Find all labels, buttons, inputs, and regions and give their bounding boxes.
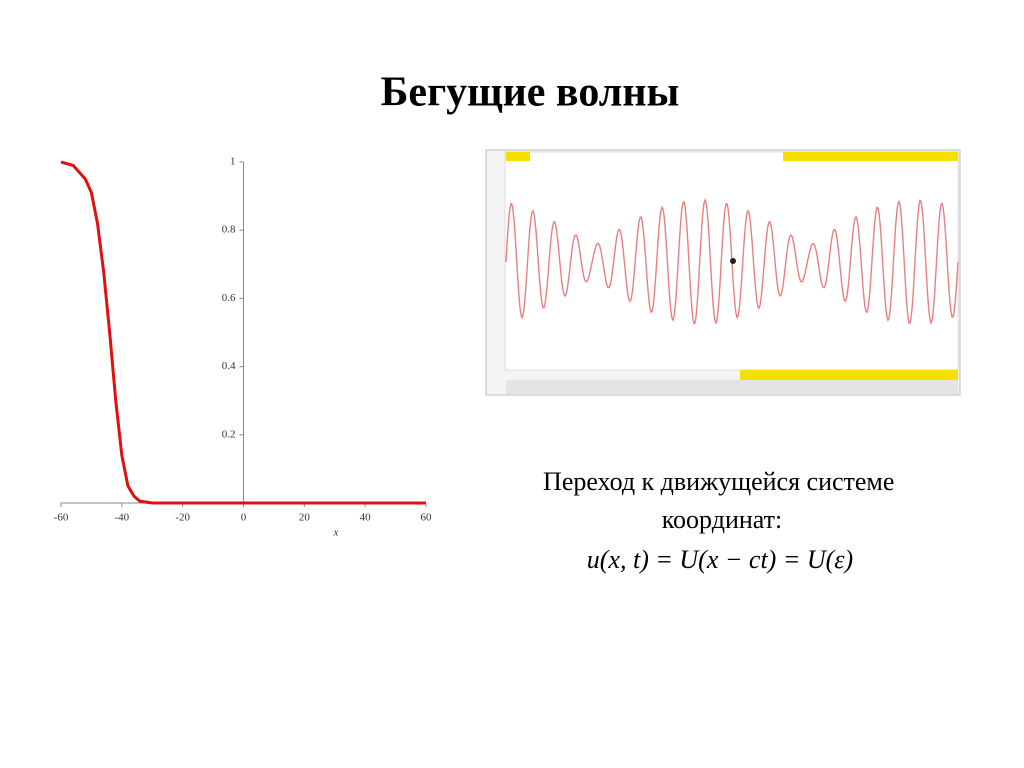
label-box — [740, 370, 958, 380]
slide-title: Бегущие волны — [381, 70, 680, 116]
caption-line: координат: — [662, 505, 782, 534]
x-axis-label: x — [333, 527, 339, 539]
y-tick-label: 0.8 — [222, 224, 236, 236]
y-tick-label: 1 — [230, 156, 236, 168]
y-tick-label: 0.4 — [222, 360, 236, 372]
axis-strip — [506, 380, 958, 394]
x-tick-label: 40 — [360, 512, 372, 524]
label-box — [783, 152, 958, 161]
y-tick-label: 0.2 — [222, 428, 236, 440]
caption-line: Переход к движущейся системе — [543, 467, 894, 496]
formula: u(x, t) = U(x − ct) = U(ε) — [587, 545, 853, 574]
x-tick-label: 60 — [421, 512, 433, 524]
caption: Переход к движущейся системе координат: — [543, 467, 901, 534]
x-tick-label: -60 — [54, 512, 69, 524]
x-tick-label: 0 — [241, 512, 247, 524]
chart: -60 -40 -20 0 20 40 60 0.2 0.4 0.6 0.8 1 x — [54, 156, 432, 539]
data-line — [60, 160, 426, 505]
x-tick-label: -40 — [114, 512, 129, 524]
x-tick-label: 20 — [299, 512, 311, 524]
label-box — [506, 152, 530, 161]
wave-screenshot — [485, 149, 961, 396]
cursor-dot — [730, 258, 736, 264]
x-tick-label: -20 — [175, 512, 190, 524]
y-tick-label: 0.6 — [222, 292, 236, 304]
